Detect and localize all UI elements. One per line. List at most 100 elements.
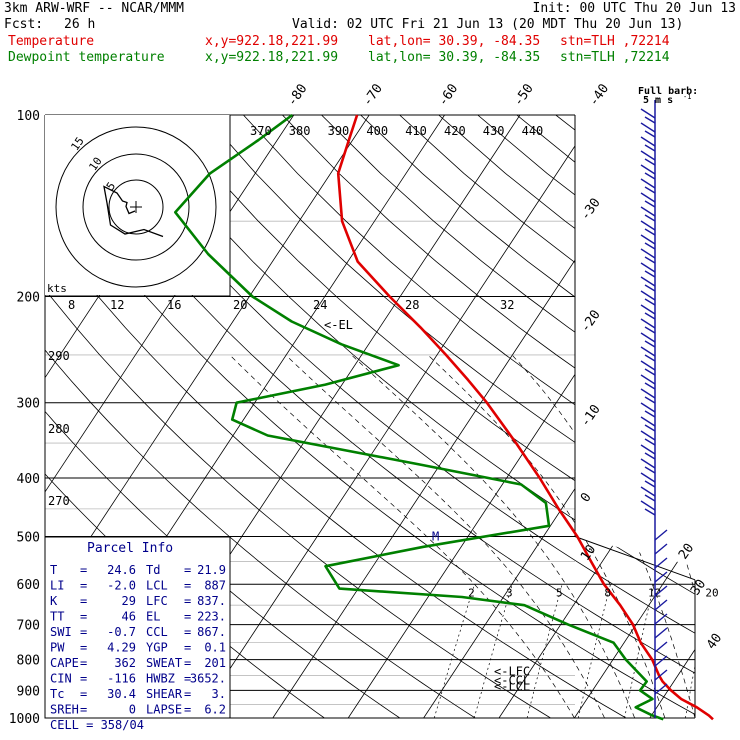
temperature-legend-stn: stn=TLH ,72214: [560, 34, 670, 49]
parcel-eq: =: [80, 579, 87, 593]
isotherm-label: -70: [360, 81, 386, 109]
parcel-value: 3.: [212, 687, 226, 701]
theta-label: 410: [405, 124, 427, 138]
mixing-ratio-label: 8: [604, 587, 611, 600]
frame-diagonal: [574, 536, 696, 581]
barb-legend-title: Full barb:: [638, 86, 698, 97]
wind-barb: [640, 122, 656, 133]
dry-adiabat: [86, 115, 695, 634]
wind-barb: [640, 332, 656, 343]
fcst-label: Fcst:: [4, 17, 44, 32]
parcel-eq: =: [184, 610, 191, 624]
parcel-eq: =: [80, 703, 87, 717]
parcel-key: K: [50, 594, 58, 608]
parcel-marker: <-LCL: [494, 680, 530, 694]
pressure-label: 900: [17, 684, 40, 699]
parcel-eq: =: [184, 594, 191, 608]
wind-barb: [644, 130, 656, 138]
parcel-value: 362: [114, 656, 136, 670]
pressure-label: 700: [17, 619, 40, 634]
wind-barb: [644, 312, 656, 320]
parcel-eq: =: [80, 594, 87, 608]
wind-barb: [640, 360, 656, 371]
isotherm-line: [498, 420, 695, 718]
sounding-series: <-EL <-LFC<-CCL<-LCL M: [174, 113, 714, 721]
wind-barb: [654, 557, 668, 569]
parcel-eq: =: [184, 641, 191, 655]
dewpoint-legend-stn: stn=TLH ,72214: [560, 50, 670, 65]
parcel-key: TT: [50, 610, 64, 624]
parcel-box: [44, 536, 231, 719]
wind-barb: [640, 430, 656, 441]
parcel-value: -116: [107, 672, 136, 686]
hodograph-ring-label: 15: [69, 135, 87, 153]
parcel-eq: =: [184, 703, 191, 717]
parcel-eq: =: [80, 625, 87, 639]
parcel-eq: =: [184, 563, 191, 577]
fcst-value: 26 h: [64, 17, 96, 32]
isotherm-label: -60: [436, 81, 462, 109]
wind-barb: [640, 318, 656, 329]
isotherm-label: 20: [676, 541, 697, 562]
wind-barb: [640, 346, 656, 357]
dry-adiabat: [125, 115, 695, 595]
theta-label: 430: [483, 124, 505, 138]
pressure-label: 1000: [9, 712, 40, 727]
wind-barb: [654, 599, 668, 611]
parcel-eq: =: [184, 579, 191, 593]
wind-barb: [644, 466, 656, 474]
wind-barb: [644, 144, 656, 152]
parcel-key: CAPE: [50, 656, 79, 670]
wind-barb: [640, 108, 656, 119]
wind-barb: [644, 214, 656, 222]
parcel-key: LCL: [146, 579, 168, 593]
wind-barb: [644, 172, 656, 180]
speed-label: 20: [233, 298, 247, 312]
dry-adiabat: [282, 115, 695, 449]
theta-label-left: 290: [48, 349, 70, 363]
parcel-key: T: [50, 563, 57, 577]
hodograph-ring: [82, 153, 190, 261]
parcel-eq: =: [184, 672, 191, 686]
wind-barb: [640, 178, 656, 189]
wind-barb: [644, 508, 656, 516]
temperature-line: [336, 114, 714, 721]
dry-adiabat: [45, 288, 551, 718]
wind-barb: [654, 641, 668, 653]
parcel-info-box: Parcel Info T = 24.6 Td = 21.9 LI = -2.0 LCL = 887 K =…: [44, 536, 231, 732]
parcel-value: 21.9: [197, 563, 226, 577]
parcel-key: Tc: [50, 687, 64, 701]
parcel-key: YGP: [146, 641, 168, 655]
parcel-key: EL: [146, 610, 160, 624]
pressure-label: 200: [17, 291, 40, 306]
speed-label: 32: [500, 298, 514, 312]
parcel-key: HWBZ: [146, 672, 175, 686]
isotherm-label: 40: [704, 631, 725, 652]
mixing-ratio-label: 20: [705, 587, 718, 600]
pressure-label: 600: [17, 578, 40, 593]
pressure-label: 500: [17, 530, 40, 545]
parcel-key: PW: [50, 641, 65, 655]
theta-label: 400: [366, 124, 388, 138]
init-time: Init: 00 UTC Thu 20 Jun 13: [532, 1, 737, 16]
dry-adiabat: [45, 228, 627, 718]
theta-label: 370: [250, 124, 272, 138]
wind-barb: [644, 438, 656, 446]
isotherm-label: -80: [285, 81, 311, 109]
speed-label: 24: [313, 298, 327, 312]
wind-barb: [640, 500, 656, 511]
parcel-eq: =: [184, 656, 191, 670]
wind-barb: [640, 164, 656, 175]
theta-label: 380: [289, 124, 311, 138]
hodograph-ring-label: 10: [86, 155, 104, 173]
parcel-marker: <-CCL: [494, 674, 530, 688]
wind-barb: [644, 494, 656, 502]
temperature-legend-latlon: lat,lon= 30.39, -84.35: [368, 34, 541, 49]
isotherm-label: 30: [688, 577, 709, 598]
wind-barb: [640, 458, 656, 469]
wind-barb: [644, 158, 656, 166]
barb-legend-unit: 5 m s: [643, 95, 673, 106]
hodograph-ring: [108, 179, 164, 235]
wind-barb: [654, 529, 668, 541]
wind-barb: [640, 248, 656, 259]
